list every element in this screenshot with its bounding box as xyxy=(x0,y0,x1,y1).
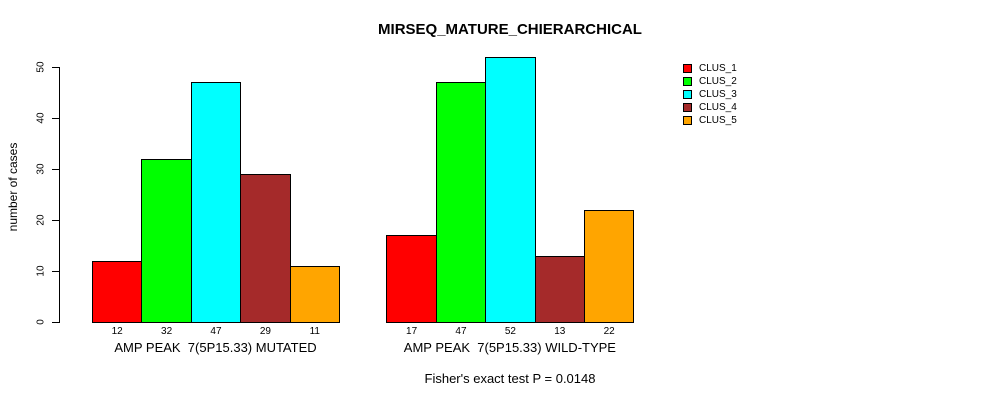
y-tick-0 xyxy=(52,321,59,323)
y-tick-40 xyxy=(52,117,59,119)
bar-value-label: 29 xyxy=(259,326,271,337)
bar-value-label: 13 xyxy=(554,326,566,337)
legend-label-clus_2: CLUS_2 xyxy=(699,76,737,87)
y-axis-line xyxy=(59,67,60,323)
y-axis-label: number of cases xyxy=(6,142,20,232)
bar-value-label: 22 xyxy=(603,326,615,337)
legend-swatch-clus_3 xyxy=(683,90,692,99)
y-tick-label-30: 30 xyxy=(35,163,47,175)
y-tick-50 xyxy=(52,66,59,68)
y-tick-20 xyxy=(52,219,59,221)
chart-title: MIRSEQ_MATURE_CHIERARCHICAL xyxy=(378,21,642,38)
group-label-1: AMP PEAK 7(5P15.33) MUTATED xyxy=(114,340,317,355)
legend-label-clus_1: CLUS_1 xyxy=(699,63,737,74)
y-tick-30 xyxy=(52,168,59,170)
y-tick-label-40: 40 xyxy=(35,112,47,124)
bar-clus_1-group1 xyxy=(92,260,143,323)
legend-label-clus_3: CLUS_3 xyxy=(699,89,737,100)
y-tick-10 xyxy=(52,270,59,272)
legend-item-clus_2: CLUS_2 xyxy=(683,75,737,88)
bar-clus_1-group2 xyxy=(386,235,437,323)
bar-clus_5-group2 xyxy=(584,209,635,323)
bar-value-label: 11 xyxy=(309,326,320,337)
legend-item-clus_1: CLUS_1 xyxy=(683,62,737,75)
bar-clus_3-group2 xyxy=(485,56,536,323)
bar-value-label: 12 xyxy=(111,326,123,337)
y-tick-label-10: 10 xyxy=(35,265,47,277)
legend-swatch-clus_1 xyxy=(683,64,692,73)
footnote-fisher-test: Fisher's exact test P = 0.0148 xyxy=(424,371,596,386)
bar-clus_4-group1 xyxy=(240,174,291,323)
legend-item-clus_4: CLUS_4 xyxy=(683,101,737,114)
bar-clus_5-group1 xyxy=(289,265,340,323)
group-label-2: AMP PEAK 7(5P15.33) WILD-TYPE xyxy=(403,340,616,355)
legend-label-clus_5: CLUS_5 xyxy=(699,115,737,126)
bar-value-label: 32 xyxy=(161,326,173,337)
legend-swatch-clus_4 xyxy=(683,103,692,112)
y-tick-label-50: 50 xyxy=(35,61,47,73)
legend-swatch-clus_2 xyxy=(683,77,692,86)
legend-item-clus_3: CLUS_3 xyxy=(683,88,737,101)
bar-value-label: 17 xyxy=(406,326,418,337)
bar-clus_4-group2 xyxy=(534,255,585,323)
legend-swatch-clus_5 xyxy=(683,116,692,125)
legend-label-clus_4: CLUS_4 xyxy=(699,102,737,113)
legend: CLUS_1 CLUS_2 CLUS_3 CLUS_4 CLUS_5 xyxy=(683,62,737,127)
legend-item-clus_5: CLUS_5 xyxy=(683,114,737,127)
bar-clus_3-group1 xyxy=(190,82,242,323)
bar-clus_2-group1 xyxy=(141,158,192,323)
bar-value-label: 47 xyxy=(455,326,467,337)
bar-value-label: 47 xyxy=(210,326,222,337)
y-tick-label-20: 20 xyxy=(35,214,47,226)
y-tick-label-0: 0 xyxy=(35,319,47,325)
bar-clus_2-group2 xyxy=(435,82,487,323)
bar-value-label: 52 xyxy=(504,326,516,337)
